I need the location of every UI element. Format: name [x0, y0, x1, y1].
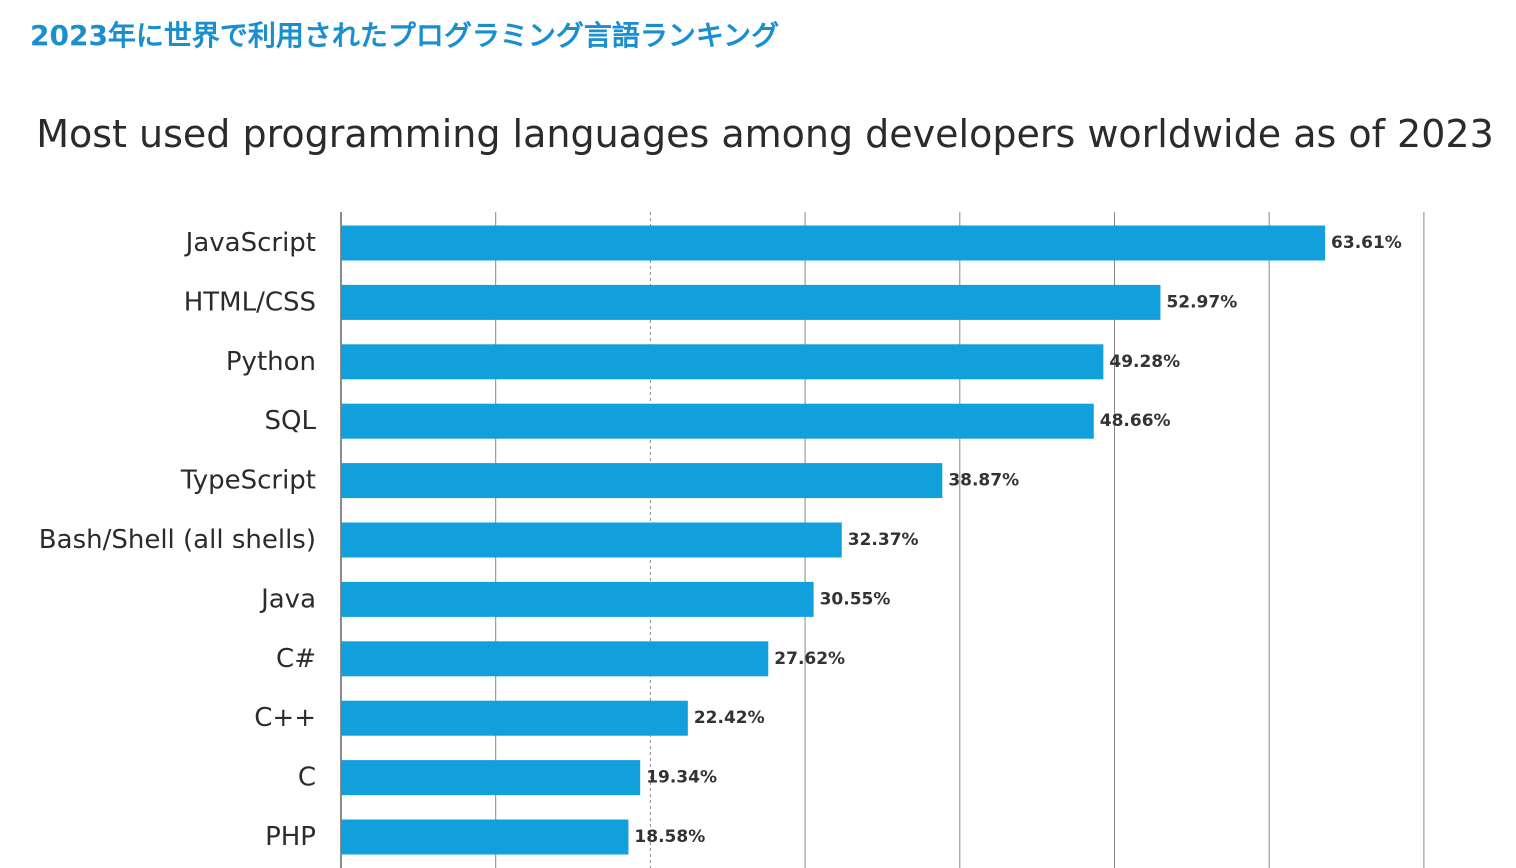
chart-title: Most used programming languages among de… — [36, 112, 1494, 156]
category-label-2: Python — [226, 347, 316, 377]
category-label-3: SQL — [265, 406, 317, 436]
value-label-8: 22.42% — [694, 708, 765, 728]
category-label-9: C — [298, 763, 316, 793]
value-label-6: 30.55% — [820, 589, 891, 609]
category-label-6: Java — [259, 584, 316, 614]
bar-9 — [341, 760, 641, 796]
gridlines — [340, 212, 1425, 868]
bar-4 — [341, 463, 943, 499]
category-label-8: C++ — [254, 703, 316, 733]
value-label-2: 49.28% — [1109, 352, 1180, 372]
bar-6 — [341, 581, 814, 617]
bars — [341, 225, 1326, 855]
category-label-10: PHP — [265, 822, 316, 852]
category-label-7: C# — [276, 644, 316, 674]
bar-10 — [341, 819, 629, 855]
bar-3 — [341, 403, 1094, 439]
value-label-3: 48.66% — [1100, 411, 1171, 431]
value-label-9: 19.34% — [646, 768, 717, 788]
value-label-7: 27.62% — [774, 649, 845, 669]
category-label-4: TypeScript — [180, 466, 316, 496]
value-label-4: 38.87% — [948, 471, 1019, 491]
bar-1 — [341, 284, 1161, 320]
value-label-5: 32.37% — [848, 530, 919, 550]
page-heading: 2023年に世界で利用されたプログラミング言語ランキング — [30, 19, 780, 52]
value-label-10: 18.58% — [634, 827, 705, 847]
bar-8 — [341, 700, 688, 736]
value-label-0: 63.61% — [1331, 233, 1402, 253]
bar-0 — [341, 225, 1326, 261]
labels: JavaScript 63.61% HTML/CSS 52.97% Python 49.2… — [39, 228, 1402, 852]
bar-7 — [341, 641, 769, 677]
category-label-1: HTML/CSS — [184, 287, 316, 317]
category-label-5: Bash/Shell (all shells) — [39, 525, 316, 555]
value-label-1: 52.97% — [1166, 292, 1237, 312]
bar-5 — [341, 522, 842, 558]
bar-2 — [341, 344, 1104, 380]
category-label-0: JavaScript — [184, 228, 316, 258]
